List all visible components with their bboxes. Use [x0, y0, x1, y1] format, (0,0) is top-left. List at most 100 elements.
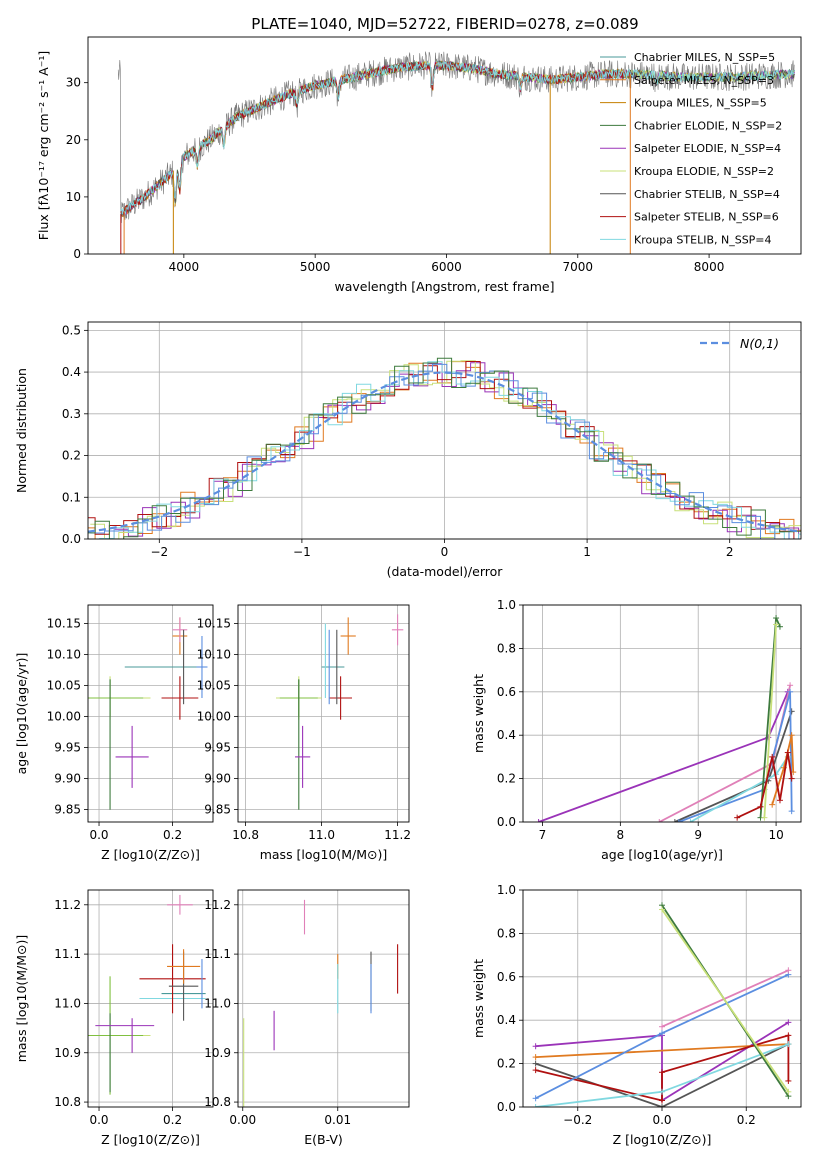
x-axis-label: age [log10(age/yr)]: [601, 847, 723, 862]
y-tick-label: 0.0: [497, 815, 516, 829]
y-tick-label: 0.2: [497, 1057, 516, 1071]
x-tick-label: 7: [539, 828, 547, 842]
plot-area: [535, 615, 797, 822]
plot-area: [117, 51, 795, 254]
y-tick-label: 0.3: [62, 407, 81, 421]
x-tick-label: 2: [726, 545, 734, 559]
y-tick-label: 20: [66, 133, 81, 147]
panel-residuals: N(0,1) −2 −1 0 1 2 0.0 0.1 0.2 0.3 0.4 0.5 (data-mod…: [14, 321, 802, 579]
y-tick-label: 10.10: [47, 648, 81, 662]
gaussian-reference-curve: [88, 371, 801, 533]
x-tick-label: 4000: [169, 260, 200, 274]
mass-weight-marker: [532, 1095, 539, 1102]
x-tick-label: −1: [293, 545, 311, 559]
legend-entry: Kroupa MILES, N_SSP=5: [634, 97, 767, 110]
errorbar-point: [196, 636, 208, 698]
y-tick-label: 1.0: [497, 598, 516, 612]
y-tick-label: 11.0: [204, 996, 231, 1010]
plot-area: [243, 899, 399, 1107]
mass-weight-line: [661, 908, 790, 1093]
panel-age-vs-Z: 0.0 0.2 9.85 9.90 9.95 10.00 10.05 10.10 10.15 Z …: [14, 604, 214, 862]
y-tick-label: 10.8: [204, 1095, 231, 1109]
axes-frame: [87, 889, 214, 1108]
mass-weight-line: [535, 1043, 789, 1058]
x-tick-label: 6000: [431, 260, 462, 274]
x-tick-label: 10: [768, 828, 783, 842]
x-axis-label: E(B-V): [304, 1132, 343, 1147]
y-tick-label: 10.15: [197, 617, 231, 631]
mass-weight-marker: [788, 808, 795, 815]
x-tick-label: 0: [441, 545, 449, 559]
legend-entry: Chabrier MILES, N_SSP=5: [634, 51, 775, 64]
mass-weight-marker: [776, 797, 783, 804]
mass-weight-marker: [532, 1067, 539, 1074]
mass-weight-marker: [785, 1032, 792, 1039]
x-tick-label: 0.2: [163, 1113, 182, 1127]
x-tick-label: 1: [583, 545, 591, 559]
mass-weight-marker: [773, 615, 780, 622]
errorbar-point: [295, 725, 311, 788]
plot-area: [88, 357, 801, 539]
mass-weight-marker: [769, 801, 776, 808]
y-tick-label: 11.2: [54, 898, 81, 912]
mass-weight-marker: [785, 1041, 792, 1048]
x-tick-label: 5000: [300, 260, 331, 274]
mass-weight-marker: [785, 967, 792, 974]
mass-weight-line: [736, 752, 793, 819]
legend-entry: Chabrier STELIB, N_SSP=4: [634, 188, 780, 201]
errorbar-point: [167, 949, 201, 984]
x-tick-label: 0.0: [89, 828, 108, 842]
mass-weight-marker: [675, 819, 682, 822]
panel-mass-vs-Z: 0.0 0.2 10.8 10.9 11.0 11.1 11.2 Z [log10(Z/Z⊙)…: [14, 889, 214, 1147]
y-tick-label: 0.6: [497, 685, 516, 699]
y-tick-label: 10.05: [197, 679, 231, 693]
panel-age-vs-mass: 10.8 11.0 11.2 9.85 9.90 9.95 10.00 10.05 10.10 1…: [197, 604, 411, 862]
legend-entry: Salpeter MILES, N_SSP=3: [634, 74, 774, 87]
x-axis-label: Z [log10(Z/Z⊙)]: [613, 1132, 712, 1147]
x-tick-label: 8: [617, 828, 625, 842]
legend: Chabrier MILES, N_SSP=5 Salpeter MILES, N…: [600, 51, 782, 246]
errorbar-point: [172, 617, 188, 643]
y-tick-label: 9.85: [204, 803, 231, 817]
mass-weight-marker: [659, 1104, 665, 1107]
mass-weight-marker: [785, 1077, 792, 1084]
mass-weight-marker: [656, 819, 663, 822]
legend-entry: Salpeter ELODIE, N_SSP=4: [634, 142, 781, 155]
axes-frame: [237, 604, 410, 823]
y-tick-label: 1.0: [497, 883, 516, 897]
x-tick-label: 10.8: [232, 828, 259, 842]
y-axis-label: mass [log10(M/M⊙)]: [14, 935, 29, 1063]
axes-frame: [87, 36, 802, 255]
errorbar-point: [115, 725, 149, 788]
y-axis-label: mass weight: [471, 674, 486, 753]
x-axis-label: Z [log10(Z/Z⊙)]: [101, 1132, 200, 1147]
x-axis-label: mass [log10(M/M⊙)]: [260, 847, 388, 862]
x-tick-label: 0.00: [229, 1113, 256, 1127]
y-tick-label: 10.05: [47, 679, 81, 693]
x-tick-label: 7000: [563, 260, 594, 274]
y-tick-label: 0.2: [497, 772, 516, 786]
mass-weight-line: [535, 1043, 789, 1107]
mass-weight-marker: [659, 1023, 665, 1030]
y-tick-label: 0.8: [497, 926, 516, 940]
mass-weight-marker: [785, 1019, 792, 1026]
mass-weight-marker: [787, 682, 794, 689]
y-tick-label: 9.95: [204, 741, 231, 755]
mass-weight-marker: [785, 1088, 792, 1095]
x-tick-label: −0.2: [563, 1113, 592, 1127]
y-tick-label: 11.0: [54, 996, 81, 1010]
panel-mass-vs-EBV: 0.00 0.01 10.8 10.9 11.0 11.1 11.2 E(B-V): [204, 889, 410, 1147]
histogram-steps: [88, 357, 801, 539]
mass-weight-marker: [659, 1097, 665, 1104]
plot-area: [88, 894, 206, 1095]
y-tick-label: 0.0: [62, 532, 81, 546]
y-tick-label: 9.95: [54, 741, 81, 755]
mass-weight-marker: [776, 623, 783, 630]
mass-weight-marker: [535, 819, 542, 822]
mass-weight-marker: [532, 1060, 539, 1067]
x-tick-label: 11.0: [308, 828, 335, 842]
mass-weight-marker: [788, 732, 795, 739]
errorbar-point: [329, 676, 352, 720]
y-tick-label: 11.1: [54, 947, 81, 961]
panel-weight-vs-Z: −0.2 0.0 0.2 0.0 0.2 0.4 0.6 0.8 1.0 Z [log10(Z/Z…: [471, 883, 802, 1147]
